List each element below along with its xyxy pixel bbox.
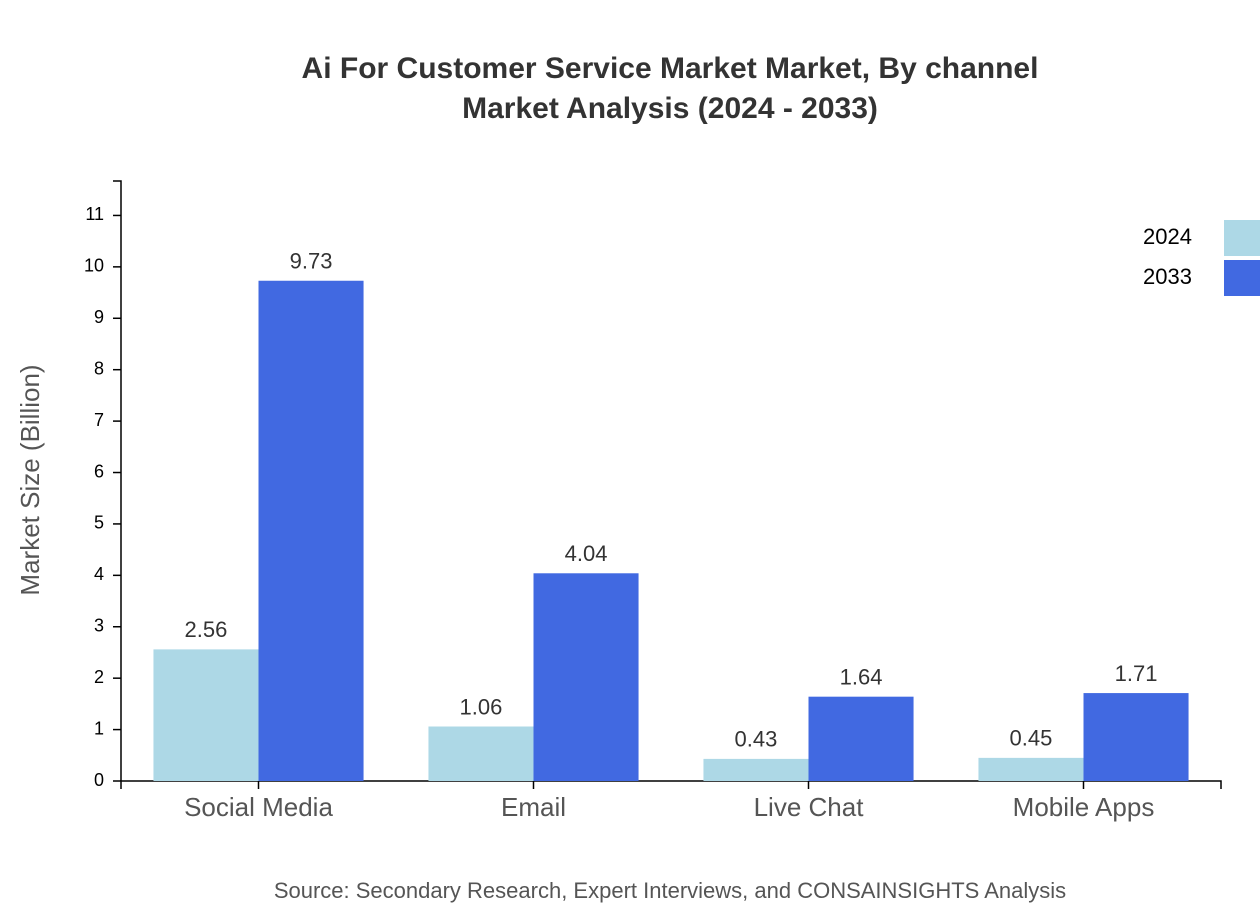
legend-label: 2033: [1143, 264, 1192, 289]
legend-swatch: [1224, 220, 1260, 256]
bar: [808, 696, 914, 781]
x-tick-label: Mobile Apps: [1013, 792, 1155, 822]
y-tick-label: 6: [94, 461, 104, 481]
value-label: 0.45: [1010, 726, 1053, 751]
value-label: 4.04: [565, 541, 608, 566]
value-label: 1.71: [1115, 661, 1158, 686]
bar: [153, 649, 259, 781]
source-note: Source: Secondary Research, Expert Inter…: [274, 878, 1066, 903]
bar: [978, 757, 1084, 781]
y-tick-label: 0: [94, 770, 104, 790]
y-axis-label: Market Size (Billion): [15, 364, 45, 595]
chart-title: Ai For Customer Service Market Market, B…: [302, 52, 1039, 85]
value-label: 1.06: [460, 694, 503, 719]
y-tick-label: 1: [94, 718, 104, 738]
bar: [1083, 693, 1189, 781]
value-label: 0.43: [735, 727, 778, 752]
bar: [533, 573, 639, 781]
x-tick-label: Social Media: [184, 792, 333, 822]
y-tick-label: 7: [94, 410, 104, 430]
x-axis: [120, 780, 1222, 789]
x-tick-label: Email: [501, 792, 566, 822]
value-label: 9.73: [290, 249, 333, 274]
value-label: 1.64: [840, 664, 883, 689]
value-label: 2.56: [185, 617, 228, 642]
legend-swatch: [1224, 260, 1260, 296]
y-tick-label: 4: [94, 564, 104, 584]
chart-subtitle: Market Analysis (2024 - 2033): [462, 92, 878, 125]
y-tick-label: 3: [94, 616, 104, 636]
y-tick-label: 11: [85, 204, 104, 224]
y-tick-label: 8: [94, 358, 104, 378]
legend-label: 2024: [1143, 224, 1192, 249]
bar: [703, 758, 809, 781]
x-tick-label: Live Chat: [754, 792, 865, 822]
y-tick-label: 5: [94, 513, 104, 533]
y-tick-label: 9: [94, 307, 104, 327]
y-axis: [113, 180, 122, 781]
bar: [258, 280, 364, 781]
bar: [428, 726, 534, 781]
y-tick-label: 2: [94, 667, 104, 687]
y-tick-label: 10: [84, 256, 104, 276]
